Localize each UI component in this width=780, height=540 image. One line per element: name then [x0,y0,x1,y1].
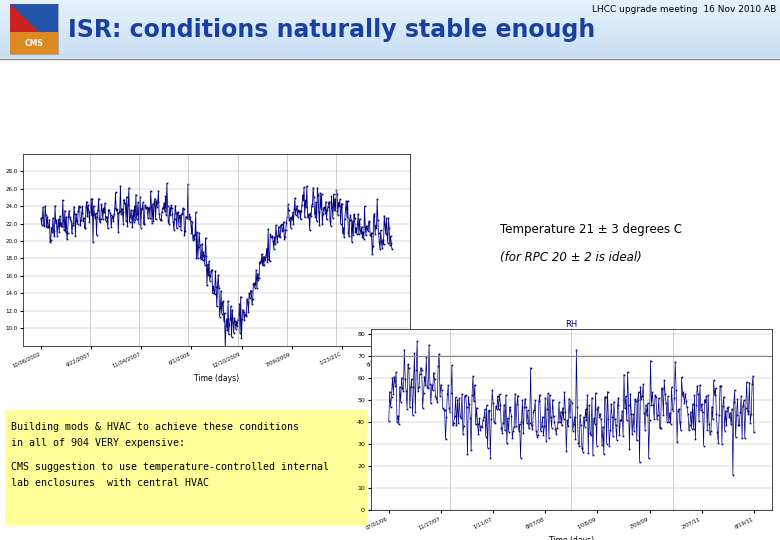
Bar [5,410,367,525]
Bar [0,17,780,19]
Bar [0,30,780,32]
Bar [0,6,780,7]
Bar [0,32,780,33]
Bar [0,9,780,10]
Text: Building mods & HVAC to achieve these conditions: Building mods & HVAC to achieve these co… [11,422,299,432]
Bar [0,16,780,17]
Bar [0,36,780,38]
Bar [0,19,780,21]
Bar [0,46,780,48]
Title: RH: RH [566,320,577,329]
Bar [0,52,780,53]
Bar [0,48,780,49]
Bar [0,44,780,45]
Text: (For RPC 40 ± 5 % is ideal): (For RPC 40 ± 5 % is ideal) [101,252,270,265]
Polygon shape [10,4,39,31]
Bar [0,7,780,9]
Text: Relative humidity:  45 ± 10 %: Relative humidity: 45 ± 10 % [91,226,278,240]
Text: CMS suggestion to use temperature-controlled internal: CMS suggestion to use temperature-contro… [11,462,329,472]
Text: LHCC upgrade meeting  16 Nov 2010 AB: LHCC upgrade meeting 16 Nov 2010 AB [592,5,776,14]
Bar [0,0,780,2]
Bar [0,2,780,3]
Bar [0,33,780,35]
Bar [0,42,780,44]
Bar [10,4,58,31]
Text: lab enclosures  with central HVAC: lab enclosures with central HVAC [11,478,209,488]
Bar [0,4,780,6]
Bar [0,49,780,51]
Bar [0,15,780,16]
X-axis label: Time (days): Time (days) [194,374,239,383]
Bar [0,55,780,57]
Bar [0,25,780,26]
Bar [0,21,780,22]
Text: (for RPC 20 ± 2 is ideal): (for RPC 20 ± 2 is ideal) [500,251,642,264]
Bar [10,4,58,54]
Text: CMS: CMS [25,39,44,49]
Bar [0,38,780,39]
Bar [0,22,780,23]
Bar [0,53,780,55]
Bar [0,35,780,36]
Bar [0,40,780,42]
Bar [0,45,780,46]
Bar [0,39,780,40]
Bar [0,57,780,58]
X-axis label: Time (days): Time (days) [549,536,594,540]
Bar [0,28,780,29]
Text: Temperature 21 ± 3 degrees C: Temperature 21 ± 3 degrees C [500,224,682,237]
Bar [0,11,780,13]
Bar [0,10,780,11]
Bar [0,3,780,4]
Bar [0,51,780,52]
Bar [0,26,780,28]
Bar [0,23,780,25]
Bar [10,31,58,54]
Bar [0,13,780,15]
Text: in all of 904 VERY expensive:: in all of 904 VERY expensive: [11,438,185,448]
Bar [0,29,780,30]
Text: ISR: conditions naturally stable enough: ISR: conditions naturally stable enough [68,18,595,42]
